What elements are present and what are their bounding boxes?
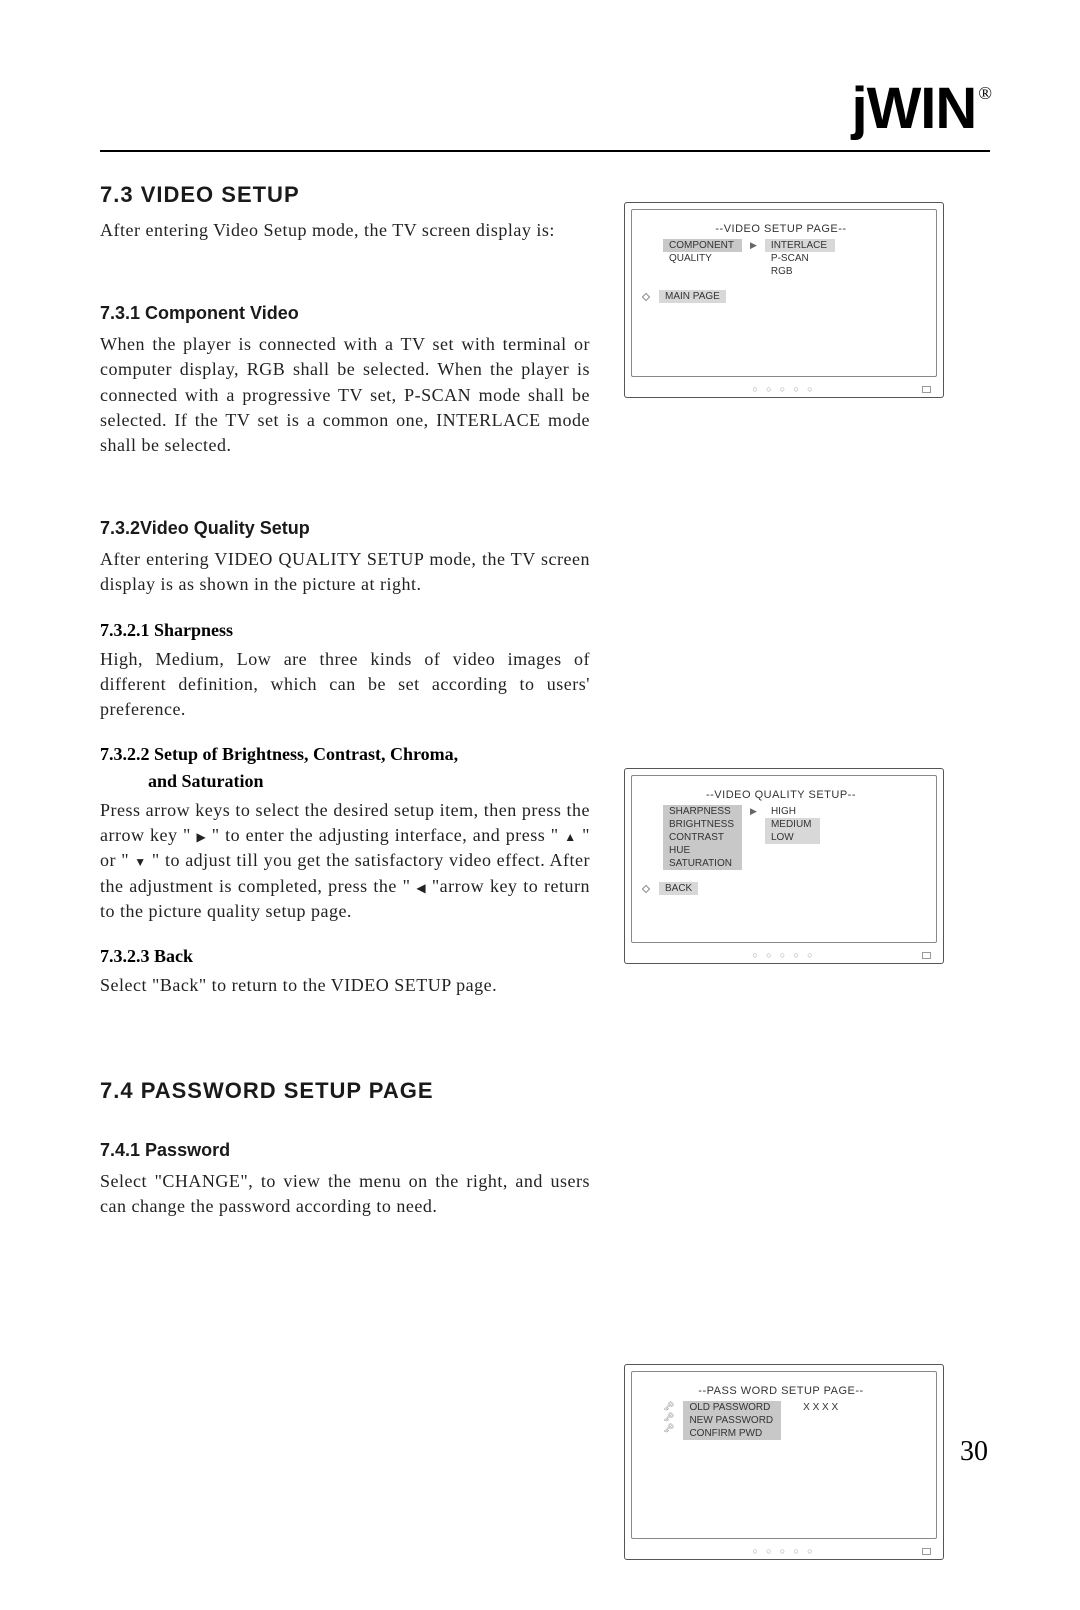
menu-item: INTERLACE — [765, 239, 835, 252]
para-7-3-1: When the player is connected with a TV s… — [100, 332, 590, 458]
heading-7-3-2-2-a: 7.3.2.2 Setup of Brightness, Contrast, C… — [100, 744, 590, 765]
col2: INTERLACE P-SCAN RGB — [765, 239, 835, 278]
diamond-icon — [642, 884, 650, 892]
heading-7-3-1: 7.3.1 Component Video — [100, 303, 590, 324]
arrow-col: ▶ — [748, 239, 759, 278]
col1: COMPONENT QUALITY — [663, 239, 742, 278]
menu-item: OLD PASSWORD — [683, 1401, 781, 1414]
bottom-label: MAIN PAGE — [659, 290, 726, 303]
bottom-row: MAIN PAGE — [643, 290, 899, 303]
tv-square-icon — [922, 1548, 931, 1555]
lock-col: 🗝 🗝 🗝 — [663, 1401, 677, 1440]
menu-item: NEW PASSWORD — [683, 1414, 781, 1427]
menu-item: X X X X — [797, 1401, 846, 1414]
heading-7-4: 7.4 PASSWORD SETUP PAGE — [100, 1078, 590, 1104]
bottom-row: BACK — [643, 882, 899, 895]
menu-item: CONFIRM PWD — [683, 1427, 781, 1440]
tv-square-icon — [922, 386, 931, 393]
para-7-3-2-2: Press arrow keys to select the desired s… — [100, 798, 590, 924]
menu-item: BRIGHTNESS — [663, 818, 742, 831]
tv-menu: --PASS WORD SETUP PAGE-- 🗝 🗝 🗝 OLD PASSW… — [663, 1385, 899, 1440]
lock-icon: 🗝 — [663, 1401, 677, 1412]
menu-cols: SHARPNESS BRIGHTNESS CONTRAST HUE SATURA… — [663, 805, 899, 870]
down-arrow-icon: ▼ — [134, 856, 146, 868]
right-arrow-icon: ▶ — [748, 805, 759, 818]
up-arrow-icon: ▲ — [564, 831, 576, 843]
para-7-3-2-1: High, Medium, Low are three kinds of vid… — [100, 647, 590, 723]
right-column: --VIDEO SETUP PAGE-- COMPONENT QUALITY ▶… — [624, 182, 944, 1560]
heading-7-3-2-2-b: and Saturation — [100, 771, 590, 792]
menu-item: HUE — [663, 844, 742, 857]
tv-menu: --VIDEO QUALITY SETUP-- SHARPNESS BRIGHT… — [663, 789, 899, 895]
right-arrow-icon: ▶ — [748, 239, 759, 252]
tv-title: --PASS WORD SETUP PAGE-- — [663, 1385, 899, 1397]
tv-dots: ○ ○ ○ ○ ○ — [625, 384, 943, 394]
menu-item: P-SCAN — [765, 252, 835, 265]
heading-7-4-1: 7.4.1 Password — [100, 1140, 590, 1161]
menu-item: RGB — [765, 265, 835, 278]
menu-item: SHARPNESS — [663, 805, 742, 818]
col2: HIGH MEDIUM LOW — [765, 805, 820, 870]
brand-row: jWIN® — [100, 75, 990, 142]
header-rule — [100, 150, 990, 152]
menu-item: COMPONENT — [663, 239, 742, 252]
menu-cols: 🗝 🗝 🗝 OLD PASSWORD NEW PASSWORD CONFIRM … — [663, 1401, 899, 1440]
content-columns: 7.3 VIDEO SETUP After entering Video Set… — [100, 182, 990, 1560]
tv-video-setup: --VIDEO SETUP PAGE-- COMPONENT QUALITY ▶… — [624, 202, 944, 398]
diamond-icon — [642, 292, 650, 300]
menu-item: SATURATION — [663, 857, 742, 870]
page: jWIN® 7.3 VIDEO SETUP After entering Vid… — [0, 0, 1080, 1610]
menu-item: MEDIUM — [765, 818, 820, 831]
para-7-3-2: After entering VIDEO QUALITY SETUP mode,… — [100, 547, 590, 597]
tv-dots: ○ ○ ○ ○ ○ — [625, 1546, 943, 1556]
heading-7-3-2-1: 7.3.2.1 Sharpness — [100, 620, 590, 641]
tv-title: --VIDEO QUALITY SETUP-- — [663, 789, 899, 801]
menu-item: LOW — [765, 831, 820, 844]
lock-icon: 🗝 — [663, 1412, 677, 1423]
left-arrow-icon: ◀ — [416, 882, 426, 894]
col1: SHARPNESS BRIGHTNESS CONTRAST HUE SATURA… — [663, 805, 742, 870]
left-column: 7.3 VIDEO SETUP After entering Video Set… — [100, 182, 590, 1560]
lock-icon: 🗝 — [663, 1423, 677, 1434]
arrow-col: ▶ — [748, 805, 759, 870]
tv-dots: ○ ○ ○ ○ ○ — [625, 950, 943, 960]
tv-square-icon — [922, 952, 931, 959]
tv-video-quality: --VIDEO QUALITY SETUP-- SHARPNESS BRIGHT… — [624, 768, 944, 964]
heading-7-3-2: 7.3.2Video Quality Setup — [100, 518, 590, 539]
bottom-label: BACK — [659, 882, 698, 895]
menu-item: CONTRAST — [663, 831, 742, 844]
page-number: 30 — [960, 1436, 988, 1468]
t2: " to enter the adjusting interface, and … — [206, 825, 564, 845]
col1: OLD PASSWORD NEW PASSWORD CONFIRM PWD — [683, 1401, 781, 1440]
para-7-4-1: Select "CHANGE", to view the menu on the… — [100, 1169, 590, 1219]
tv-password: --PASS WORD SETUP PAGE-- 🗝 🗝 🗝 OLD PASSW… — [624, 1364, 944, 1560]
para-7-3-2-3: Select "Back" to return to the VIDEO SET… — [100, 973, 590, 998]
col2: X X X X — [797, 1401, 846, 1440]
heading-7-3-2-3: 7.3.2.3 Back — [100, 946, 590, 967]
tv-title: --VIDEO SETUP PAGE-- — [663, 223, 899, 235]
heading-7-3: 7.3 VIDEO SETUP — [100, 182, 590, 208]
menu-item: HIGH — [765, 805, 820, 818]
right-arrow-icon: ▶ — [196, 831, 206, 843]
menu-item: QUALITY — [663, 252, 742, 265]
para-7-3-intro: After entering Video Setup mode, the TV … — [100, 218, 590, 243]
brand-logo: jWIN — [851, 75, 976, 142]
tv-menu: --VIDEO SETUP PAGE-- COMPONENT QUALITY ▶… — [663, 223, 899, 303]
registered-mark: ® — [978, 83, 992, 103]
menu-cols: COMPONENT QUALITY ▶ INTERLACE P-SCAN RGB — [663, 239, 899, 278]
